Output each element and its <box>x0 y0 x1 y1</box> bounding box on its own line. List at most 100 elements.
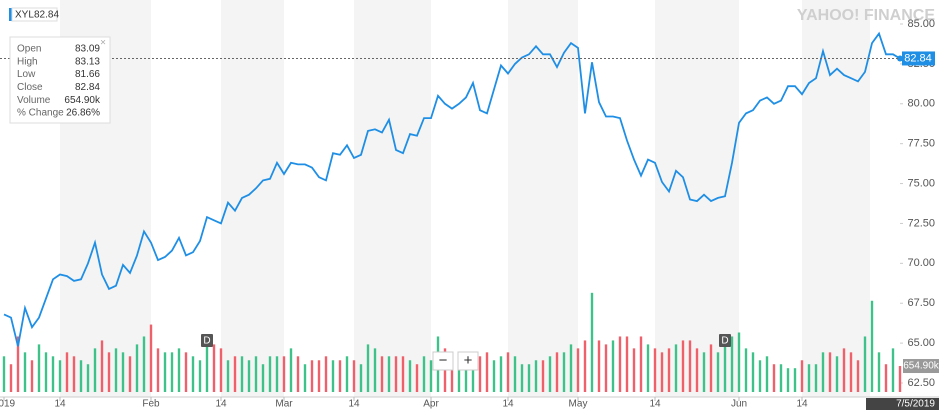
volume-bar <box>898 366 902 392</box>
volume-bar <box>723 344 727 392</box>
symbol-accent <box>9 8 12 21</box>
volume-bar <box>142 336 146 392</box>
volume-bar <box>513 356 517 392</box>
volume-bar <box>499 356 503 392</box>
shade-band <box>802 0 870 397</box>
x-tick-label: 14 <box>649 399 661 410</box>
date-label: 7/5/2019 <box>896 399 935 410</box>
volume-bar <box>660 352 664 392</box>
volume-bar <box>492 360 496 392</box>
volume-bar <box>555 352 559 392</box>
volume-bar <box>611 340 615 392</box>
volume-bar <box>457 364 461 392</box>
symbol: XYL <box>15 10 34 21</box>
volume-bar <box>639 336 643 392</box>
volume-bar <box>121 352 125 392</box>
volume-bar <box>9 364 13 392</box>
volume-bar <box>849 352 853 392</box>
y-tick-label: 75.00 <box>907 177 935 189</box>
shade-band <box>655 0 739 397</box>
event-marker-bg <box>201 334 213 347</box>
zoom-button[interactable] <box>432 351 454 371</box>
volume-bar <box>2 356 6 392</box>
volume-bar <box>625 336 629 392</box>
shade-band <box>508 0 578 397</box>
volume-bar <box>569 344 573 392</box>
volume-bar <box>478 356 482 392</box>
y-tick-label: 72.50 <box>907 217 935 229</box>
zoom-label: + <box>464 352 473 369</box>
volume-bar <box>604 344 608 392</box>
x-tick-label: Mar <box>275 399 293 410</box>
volume-bar <box>667 348 671 392</box>
volume-bar <box>597 340 601 392</box>
volume-bar <box>716 352 720 392</box>
volume-bar <box>310 360 314 392</box>
volume-bar <box>23 352 27 392</box>
volume-bar <box>786 368 790 392</box>
volume-bar <box>485 352 489 392</box>
volume-bar <box>695 348 699 392</box>
volume-bar <box>576 348 580 392</box>
volume-bar <box>450 360 454 392</box>
volume-bar <box>247 360 251 392</box>
zoom-button[interactable] <box>457 351 479 371</box>
tooltip-value: 26.86% <box>66 108 100 119</box>
volume-bar <box>345 356 349 392</box>
x-tick-label: 14 <box>502 399 514 410</box>
volume-bar <box>779 364 783 392</box>
volume-bar <box>373 348 377 392</box>
volume-bar <box>877 352 881 392</box>
tooltip-value: 654.90k <box>64 95 101 106</box>
last-price-box <box>902 51 935 66</box>
x-tick-label: May <box>569 399 588 410</box>
volume-bar <box>184 352 188 392</box>
volume-bar <box>709 344 713 392</box>
volume-bar <box>646 344 650 392</box>
volume-bar <box>772 364 776 392</box>
volume-bar <box>366 344 370 392</box>
volume-bar <box>352 360 356 392</box>
volume-bar <box>583 340 587 392</box>
volume-bar <box>254 356 258 392</box>
x-tick-label: Jun <box>731 399 747 410</box>
volume-bar <box>408 360 412 392</box>
volume-bar <box>100 340 104 392</box>
date-box <box>866 398 939 410</box>
volume-bar <box>387 356 391 392</box>
volume-bar <box>429 360 433 392</box>
volume-bar <box>149 324 153 392</box>
watermark: YAHOO! FINANCE <box>797 7 935 24</box>
volume-bar <box>870 300 874 392</box>
volume-bar <box>674 344 678 392</box>
volume-bar <box>884 364 888 392</box>
x-tick-label: 2019 <box>0 399 16 410</box>
tooltip-box <box>9 36 111 124</box>
shade-band <box>354 0 431 397</box>
tooltip-value: 82.84 <box>75 82 100 93</box>
x-tick-label: Apr <box>423 399 439 410</box>
volume-bar <box>282 356 286 392</box>
volume-bar <box>534 360 538 392</box>
y-tick-label: 65.00 <box>907 337 935 349</box>
y-tick-label: 85.00 <box>907 18 935 30</box>
volume-bar <box>338 360 342 392</box>
volume-bar <box>548 356 552 392</box>
y-tick-label: 70.00 <box>907 257 935 269</box>
tooltip-key: Close <box>17 82 43 93</box>
bands <box>60 0 870 397</box>
volume-bar <box>86 364 90 392</box>
volume-bar <box>296 356 300 392</box>
volume-bar <box>394 356 398 392</box>
volume-bar <box>863 336 867 392</box>
y-tick-label: 77.50 <box>907 138 935 150</box>
volume-bar <box>401 356 405 392</box>
tooltip-value: 83.13 <box>75 56 100 67</box>
volume-bar <box>835 356 839 392</box>
volume-bar <box>590 292 594 392</box>
y-tick-label: 67.50 <box>907 297 935 309</box>
last-volume-box <box>903 359 939 374</box>
symbol-tag <box>11 7 58 22</box>
volume-bar <box>44 352 48 392</box>
